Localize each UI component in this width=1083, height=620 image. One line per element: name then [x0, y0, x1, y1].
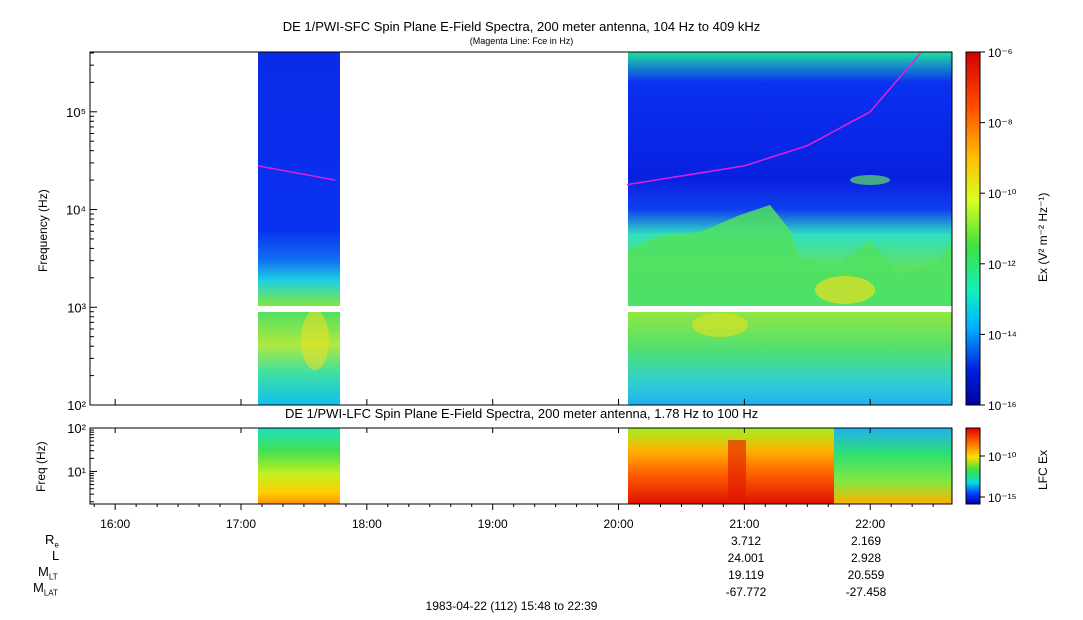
eph-value: 3.712: [730, 534, 762, 548]
bottom-panel-title: DE 1/PWI-LFC Spin Plane E-Field Spectra,…: [285, 406, 759, 421]
x-tick-label: 18:00: [352, 517, 382, 531]
bottom-colorbar-label: LFC Ex: [1036, 449, 1050, 490]
colorbar-tick-label: 10⁻¹⁴: [988, 328, 1017, 342]
eph-value: 20.559: [847, 568, 885, 582]
y-tick-label: 10³: [67, 300, 86, 315]
bottom-colorbar-gradient: [965, 427, 981, 505]
sfc-segment-2-hotspot-c: [850, 175, 890, 185]
y-tick-label: 10⁴: [66, 203, 86, 218]
y-tick-label: 10²: [67, 398, 86, 413]
eph-value: 24.001: [727, 551, 765, 565]
top-panel-subtitle: (Magenta Line: Fce in Hz): [469, 36, 574, 46]
eph-column-2100: 3.712 24.001 19.119 -67.772: [706, 533, 786, 601]
bottom-spectrogram-panel: 10¹ 10²: [67, 421, 953, 505]
top-colorbar: 10⁻⁶ 10⁻⁸ 10⁻¹⁰ 10⁻¹² 10⁻¹⁴ 10⁻¹⁶: [965, 46, 1017, 413]
lfc-segment-2b: [834, 428, 952, 504]
eph-value: 2.928: [850, 551, 882, 565]
time-range-footer: 1983-04-22 (112) 15:48 to 22:39: [425, 599, 598, 613]
sfc-segment-2-hotspot-a: [815, 276, 875, 304]
top-panel-frame: [89, 51, 953, 406]
eph-label-mlat: MLAT: [33, 580, 58, 598]
x-tick-label: 20:00: [604, 517, 634, 531]
sfc-segment-1-hotspot: [301, 310, 329, 370]
eph-label-mlt: MLT: [38, 564, 58, 582]
top-spectrogram-panel: 10² 10³ 10⁴ 10⁵: [66, 51, 953, 413]
eph-label-re: Re: [45, 532, 59, 550]
eph-value: 2.169: [850, 534, 882, 548]
lfc-hot-column: [728, 440, 746, 504]
sfc-segment-1-low: [258, 312, 340, 405]
colorbar-tick-label: 10⁻⁶: [988, 46, 1013, 60]
colorbar-tick-label: 10⁻¹⁵: [988, 491, 1017, 505]
fce-line-segment-2: [626, 52, 922, 186]
x-tick-label: 19:00: [478, 517, 508, 531]
colorbar-tick-label: 10⁻¹⁰: [988, 450, 1017, 464]
lfc-segment-1: [258, 428, 340, 504]
top-panel-title: DE 1/PWI-SFC Spin Plane E-Field Spectra,…: [282, 19, 761, 34]
sfc-segment-2-low: [628, 312, 952, 405]
y-tick-label: 10¹: [67, 464, 86, 479]
band-gap: [258, 306, 952, 312]
x-tick-label: 22:00: [855, 517, 885, 531]
x-tick-label: 17:00: [226, 517, 256, 531]
eph-column-2200: 2.169 2.928 20.559 -27.458: [826, 533, 906, 601]
fce-line-segment-1: [257, 165, 336, 181]
colorbar-tick-label: 10⁻⁸: [988, 117, 1013, 131]
top-colorbar-label: Ex (V² m⁻² Hz⁻¹): [1036, 192, 1050, 282]
bottom-colorbar-ticks: 10⁻¹⁰ 10⁻¹⁵: [980, 450, 1017, 505]
eph-value: 19.119: [728, 568, 764, 582]
top-colorbar-ticks: 10⁻⁶ 10⁻⁸ 10⁻¹⁰ 10⁻¹² 10⁻¹⁴ 10⁻¹⁶: [980, 46, 1017, 413]
x-axis-ticks: 16:00 17:00 18:00 19:00 20:00 21:00 22:00: [93, 399, 934, 531]
x-tick-label: 21:00: [729, 517, 759, 531]
top-panel-y-ticks: 10² 10³ 10⁴ 10⁵: [66, 52, 97, 413]
eph-value: -67.772: [725, 585, 767, 599]
bottom-colorbar: 10⁻¹⁰ 10⁻¹⁵: [965, 427, 1017, 505]
eph-label-l: L: [52, 548, 60, 563]
y-tick-label: 10⁵: [66, 105, 86, 120]
bottom-panel-y-ticks: 10¹ 10²: [67, 421, 97, 503]
colorbar-tick-label: 10⁻¹²: [988, 258, 1016, 272]
sfc-segment-2-hotspot-b: [692, 313, 748, 337]
top-colorbar-gradient: [965, 51, 981, 406]
sfc-segment-2-emission: [628, 205, 952, 306]
colorbar-tick-label: 10⁻¹⁶: [988, 399, 1017, 413]
bottom-panel-frame: [89, 427, 953, 505]
x-tick-label: 16:00: [100, 517, 130, 531]
y-tick-label: 10²: [67, 421, 86, 436]
colorbar-tick-label: 10⁻¹⁰: [988, 187, 1017, 201]
eph-value: -27.458: [845, 585, 887, 599]
